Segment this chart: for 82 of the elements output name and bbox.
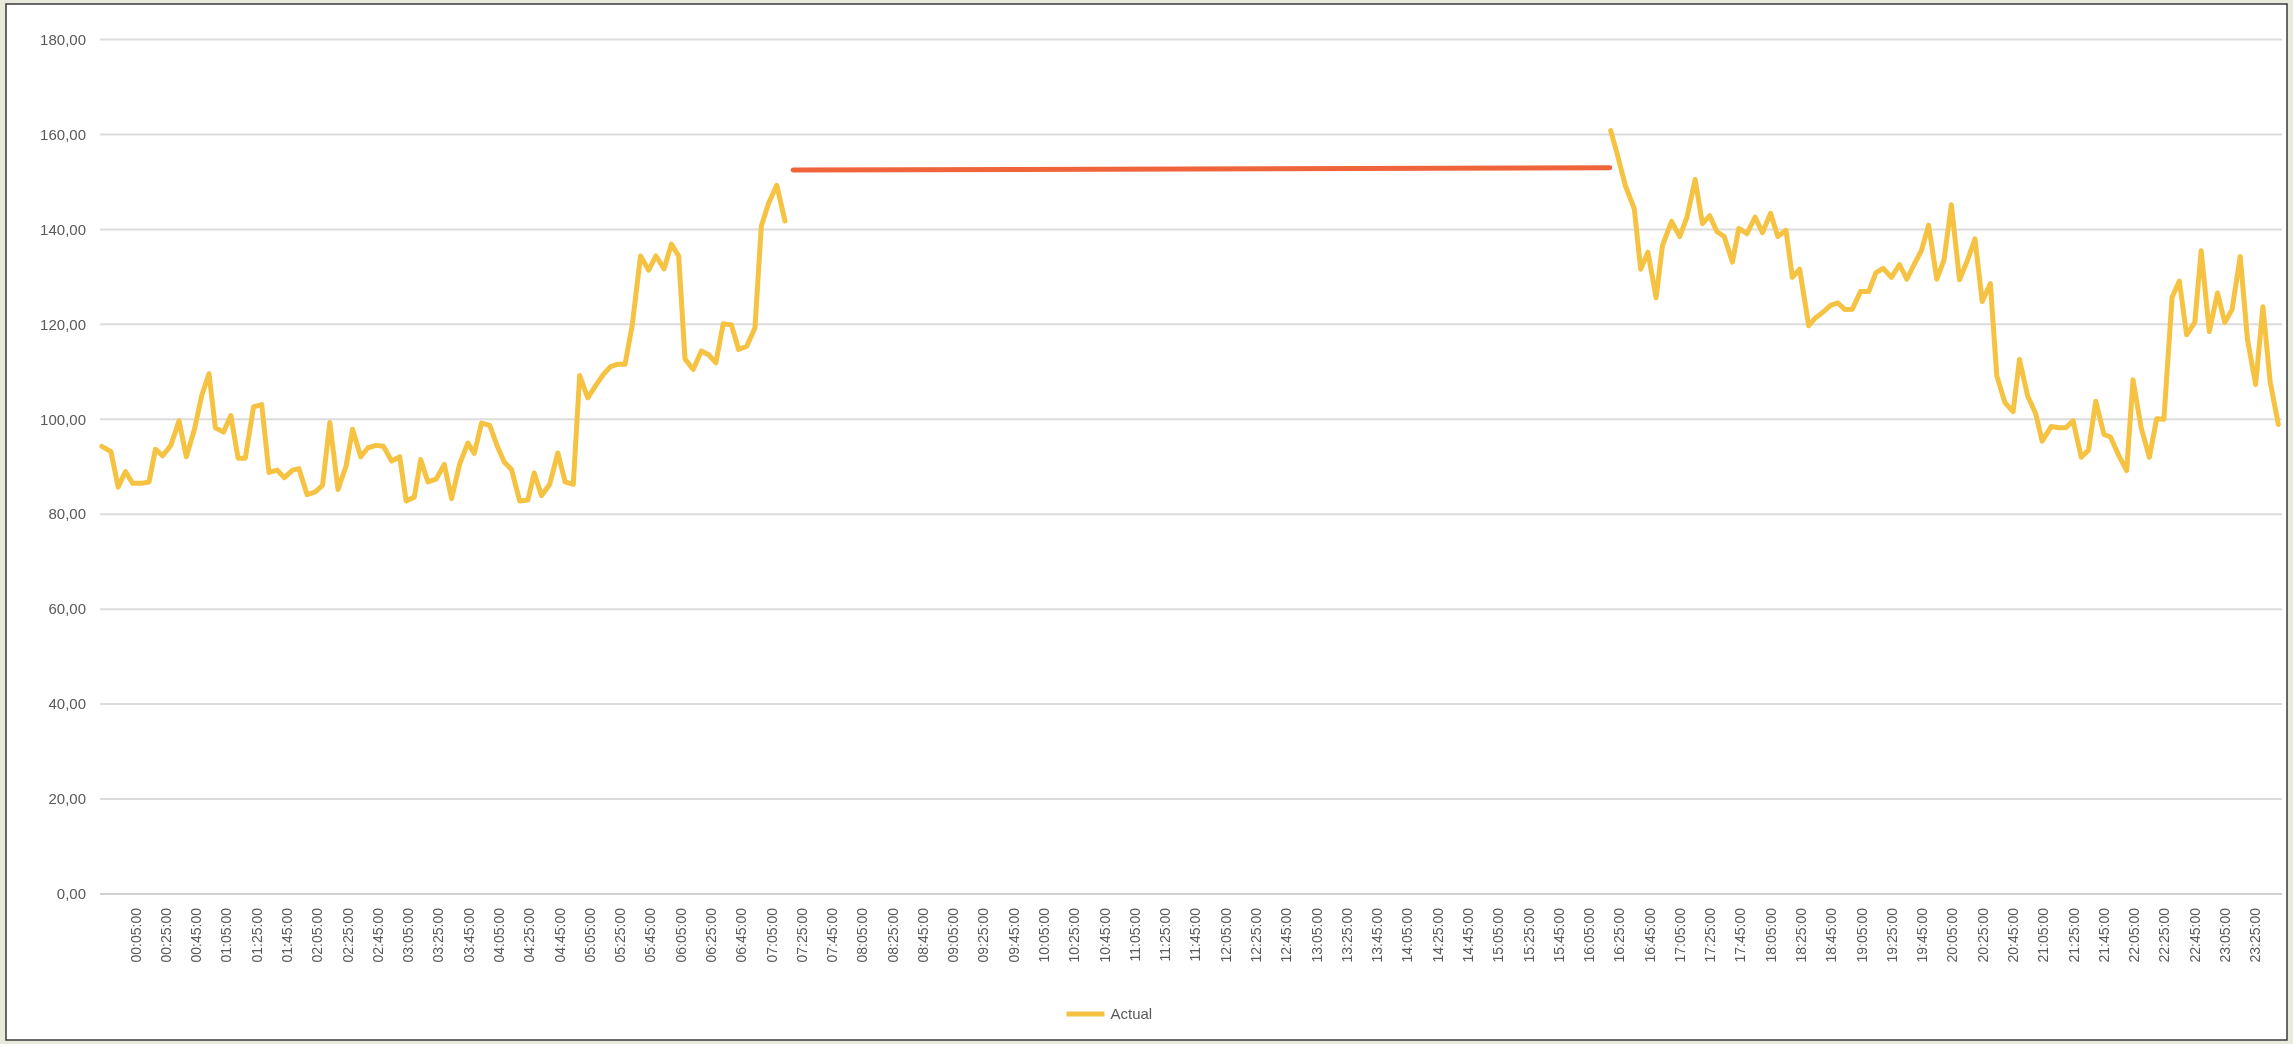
x-tick-label: 00:05:00 (127, 907, 144, 963)
x-tick-label: 10:05:00 (1036, 907, 1053, 963)
x-tick-label: 14:25:00 (1429, 907, 1446, 963)
y-tick-label: 40,00 (48, 695, 86, 713)
x-tick-label: 04:25:00 (521, 907, 538, 963)
x-tick-label: 11:05:00 (1126, 907, 1143, 962)
x-tick-label: 02:25:00 (339, 907, 356, 963)
x-tick-label: 00:25:00 (157, 907, 174, 963)
x-tick-label: 19:05:00 (1853, 907, 1870, 963)
x-tick-label: 18:25:00 (1793, 907, 1810, 963)
x-tick-label: 15:25:00 (1520, 907, 1537, 963)
y-tick-label: 140,00 (40, 220, 86, 238)
x-tick-label: 07:05:00 (763, 907, 780, 963)
x-tick-label: 06:05:00 (672, 907, 689, 963)
x-tick-label: 13:05:00 (1308, 907, 1325, 963)
x-tick-label: 05:05:00 (581, 907, 598, 963)
x-tick-label: 01:25:00 (248, 907, 265, 963)
x-tick-label: 10:45:00 (1096, 907, 1113, 963)
x-tick-label: 15:45:00 (1550, 907, 1567, 963)
x-tick-label: 04:05:00 (490, 907, 507, 963)
y-tick-label: 20,00 (48, 790, 86, 808)
x-tick-label: 20:05:00 (1944, 907, 1961, 963)
x-tick-label: 02:05:00 (309, 907, 326, 963)
x-tick-label: 02:45:00 (369, 907, 386, 963)
x-tick-label: 12:45:00 (1278, 907, 1295, 963)
x-tick-label: 22:45:00 (2186, 907, 2203, 963)
x-tick-label: 20:45:00 (2005, 907, 2022, 963)
x-tick-label: 09:25:00 (975, 907, 992, 963)
x-tick-label: 06:25:00 (702, 907, 719, 963)
x-tick-label: 17:25:00 (1702, 907, 1719, 963)
x-tick-label: 23:25:00 (2247, 907, 2264, 963)
y-tick-label: 80,00 (48, 505, 86, 523)
x-tick-label: 23:05:00 (2216, 907, 2233, 963)
x-tick-label: 14:45:00 (1459, 907, 1476, 963)
x-tick-label: 19:25:00 (1883, 907, 1900, 963)
x-tick-label: 08:05:00 (854, 907, 871, 963)
x-tick-label: 00:45:00 (188, 907, 205, 963)
legend-label: Actual (1110, 1005, 1153, 1023)
x-tick-label: 07:45:00 (824, 907, 841, 963)
x-tick-label: 05:25:00 (612, 907, 629, 963)
x-tick-label: 18:45:00 (1823, 907, 1840, 963)
x-tick-label: 22:05:00 (2126, 907, 2143, 963)
x-tick-label: 05:45:00 (642, 907, 659, 963)
x-tick-label: 21:45:00 (2095, 907, 2112, 963)
x-tick-label: 15:05:00 (1490, 907, 1507, 963)
x-tick-label: 12:25:00 (1248, 907, 1265, 963)
x-tick-label: 16:45:00 (1641, 907, 1658, 963)
x-tick-label: 01:05:00 (218, 907, 235, 963)
y-tick-label: 100,00 (40, 410, 86, 428)
x-tick-label: 03:05:00 (400, 907, 417, 963)
x-tick-label: 16:25:00 (1611, 907, 1628, 963)
y-tick-label: 0,00 (56, 885, 86, 903)
x-tick-label: 07:25:00 (793, 907, 810, 963)
y-tick-label: 160,00 (40, 125, 86, 143)
y-tick-label: 60,00 (48, 600, 86, 618)
x-tick-label: 16:05:00 (1581, 907, 1598, 963)
x-tick-label: 03:25:00 (430, 907, 447, 963)
x-tick-label: 09:45:00 (1005, 907, 1022, 963)
x-tick-label: 17:05:00 (1671, 907, 1688, 963)
x-tick-label: 11:45:00 (1187, 907, 1204, 962)
x-tick-label: 22:25:00 (2156, 907, 2173, 963)
x-tick-label: 01:45:00 (279, 907, 296, 963)
x-tick-label: 08:45:00 (914, 907, 931, 963)
y-tick-label: 180,00 (40, 30, 86, 48)
x-tick-label: 06:45:00 (733, 907, 750, 963)
x-tick-label: 21:25:00 (2065, 907, 2082, 963)
x-tick-label: 14:05:00 (1399, 907, 1416, 963)
x-tick-label: 20:25:00 (1974, 907, 1991, 963)
x-tick-label: 10:25:00 (1066, 907, 1083, 963)
y-tick-label: 120,00 (40, 315, 86, 333)
x-tick-label: 04:45:00 (551, 907, 568, 963)
x-tick-label: 08:25:00 (884, 907, 901, 963)
x-tick-label: 13:25:00 (1338, 907, 1355, 963)
x-tick-label: 21:05:00 (2035, 907, 2052, 963)
x-tick-label: 19:45:00 (1914, 907, 1931, 963)
x-tick-label: 13:45:00 (1369, 907, 1386, 963)
x-tick-label: 11:25:00 (1157, 907, 1174, 962)
x-tick-label: 03:45:00 (460, 907, 477, 963)
x-tick-label: 17:45:00 (1732, 907, 1749, 963)
x-tick-label: 12:05:00 (1217, 907, 1234, 963)
x-tick-label: 09:05:00 (945, 907, 962, 963)
x-tick-label: 18:05:00 (1762, 907, 1779, 963)
